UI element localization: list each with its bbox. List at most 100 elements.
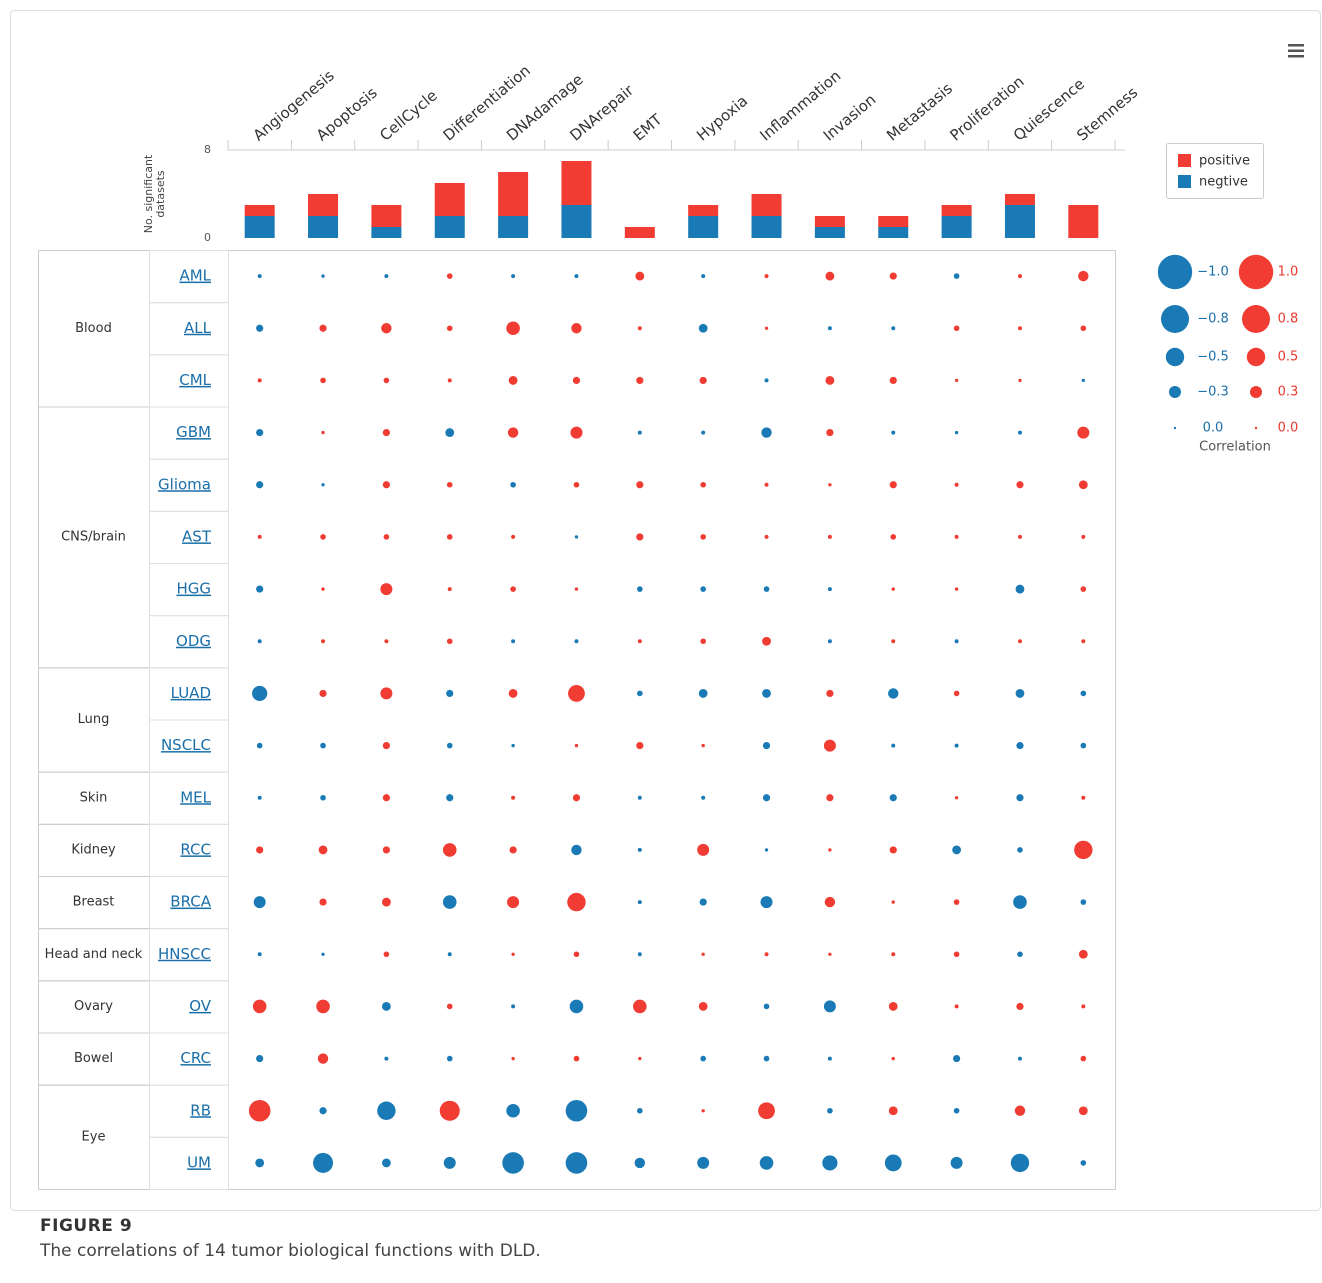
bubble bbox=[256, 585, 264, 593]
matrix-area bbox=[228, 250, 1116, 1190]
bubble bbox=[891, 430, 896, 435]
row-label-cell bbox=[149, 1084, 229, 1138]
row-label: Glioma bbox=[158, 475, 211, 493]
bubble bbox=[634, 1157, 646, 1169]
bar-segment bbox=[751, 194, 782, 216]
bubble bbox=[635, 271, 645, 281]
bubble bbox=[511, 1004, 516, 1009]
legend-value-label: −0.3 bbox=[1197, 385, 1229, 400]
bar-segment bbox=[941, 216, 972, 238]
bubble bbox=[442, 895, 457, 909]
bubble bbox=[1013, 895, 1027, 909]
legend-title: Correlation bbox=[1199, 440, 1271, 455]
bubble bbox=[637, 847, 642, 852]
bubble bbox=[1017, 847, 1023, 853]
row-label: BRCA bbox=[170, 893, 211, 911]
group-label: Head and neck bbox=[45, 947, 143, 962]
bar-segment bbox=[1068, 205, 1099, 238]
bubble bbox=[257, 639, 262, 644]
column-label: EMT bbox=[630, 110, 666, 145]
bubble bbox=[701, 1109, 705, 1113]
bubble bbox=[953, 1054, 961, 1063]
bubble bbox=[1078, 1106, 1088, 1116]
legend-bubble bbox=[1250, 386, 1262, 398]
bubble bbox=[700, 638, 706, 645]
bubble bbox=[824, 896, 836, 908]
bubble bbox=[697, 843, 710, 856]
bubble bbox=[508, 689, 518, 698]
bubble bbox=[446, 1003, 453, 1010]
bubble bbox=[954, 639, 959, 644]
bubble bbox=[446, 534, 453, 540]
bubble bbox=[891, 639, 896, 644]
bar-segment bbox=[498, 216, 529, 238]
bubble bbox=[565, 1099, 588, 1122]
group-label: Ovary bbox=[74, 999, 113, 1014]
bubble bbox=[384, 1056, 389, 1061]
bar-segment bbox=[308, 216, 339, 238]
bubble bbox=[826, 689, 834, 698]
bar-segment bbox=[561, 205, 592, 238]
bubble bbox=[953, 690, 960, 697]
group-label: Eye bbox=[82, 1129, 106, 1144]
bubble bbox=[764, 534, 769, 539]
row-label: RCC bbox=[180, 840, 211, 858]
bubble bbox=[890, 534, 897, 540]
bubble bbox=[446, 794, 454, 802]
bubble bbox=[1080, 586, 1087, 592]
bubble bbox=[1078, 480, 1088, 490]
y-axis-label: No. significant datasets bbox=[142, 154, 167, 234]
bubble bbox=[383, 534, 390, 540]
bubble bbox=[1017, 951, 1023, 958]
row-label: GBM bbox=[176, 423, 211, 441]
menu-icon[interactable] bbox=[1288, 44, 1304, 58]
legend-bubble bbox=[1169, 386, 1181, 398]
bubble bbox=[758, 1102, 775, 1120]
bubble bbox=[637, 795, 642, 800]
bubble bbox=[697, 1156, 710, 1169]
bubble bbox=[891, 326, 896, 331]
bubble bbox=[827, 534, 832, 539]
bubble bbox=[637, 586, 643, 592]
bubble bbox=[762, 741, 771, 750]
bubble bbox=[954, 743, 959, 748]
bubble bbox=[954, 534, 959, 539]
bubble bbox=[823, 1000, 836, 1013]
bubble bbox=[252, 999, 267, 1014]
bubble bbox=[439, 1100, 460, 1121]
bubble bbox=[572, 376, 581, 385]
bubble bbox=[828, 848, 832, 852]
bubble bbox=[954, 378, 959, 383]
bubble bbox=[510, 481, 516, 488]
bubble bbox=[446, 1055, 453, 1062]
bubble bbox=[321, 587, 325, 591]
bubble bbox=[1016, 1002, 1024, 1011]
bubble bbox=[764, 274, 769, 279]
bubble bbox=[884, 1154, 902, 1172]
bubble bbox=[698, 689, 708, 698]
bubble bbox=[256, 1054, 264, 1063]
bubble bbox=[638, 1056, 642, 1061]
bubble bbox=[573, 951, 580, 958]
bubble bbox=[255, 1158, 265, 1168]
bar-segment bbox=[814, 227, 845, 238]
bubble bbox=[826, 428, 834, 437]
bar-segment bbox=[498, 172, 529, 216]
bubble bbox=[763, 1003, 770, 1010]
bubble bbox=[700, 481, 706, 488]
bubble bbox=[953, 273, 960, 279]
bubble bbox=[320, 534, 326, 540]
bubble bbox=[701, 952, 705, 956]
bubble bbox=[574, 274, 579, 279]
bubble bbox=[1080, 325, 1087, 332]
bubble bbox=[954, 1004, 959, 1009]
legend-value-label: 0.3 bbox=[1278, 385, 1299, 400]
bar-segment bbox=[1004, 194, 1035, 205]
column-label: Apoptosis bbox=[313, 83, 381, 144]
bubble bbox=[446, 742, 453, 749]
bar-segment bbox=[371, 205, 402, 227]
y-tick-label: 8 bbox=[204, 143, 211, 156]
bubble bbox=[508, 376, 518, 385]
column-label: CellCycle bbox=[376, 86, 440, 144]
group-label: Skin bbox=[80, 790, 108, 805]
